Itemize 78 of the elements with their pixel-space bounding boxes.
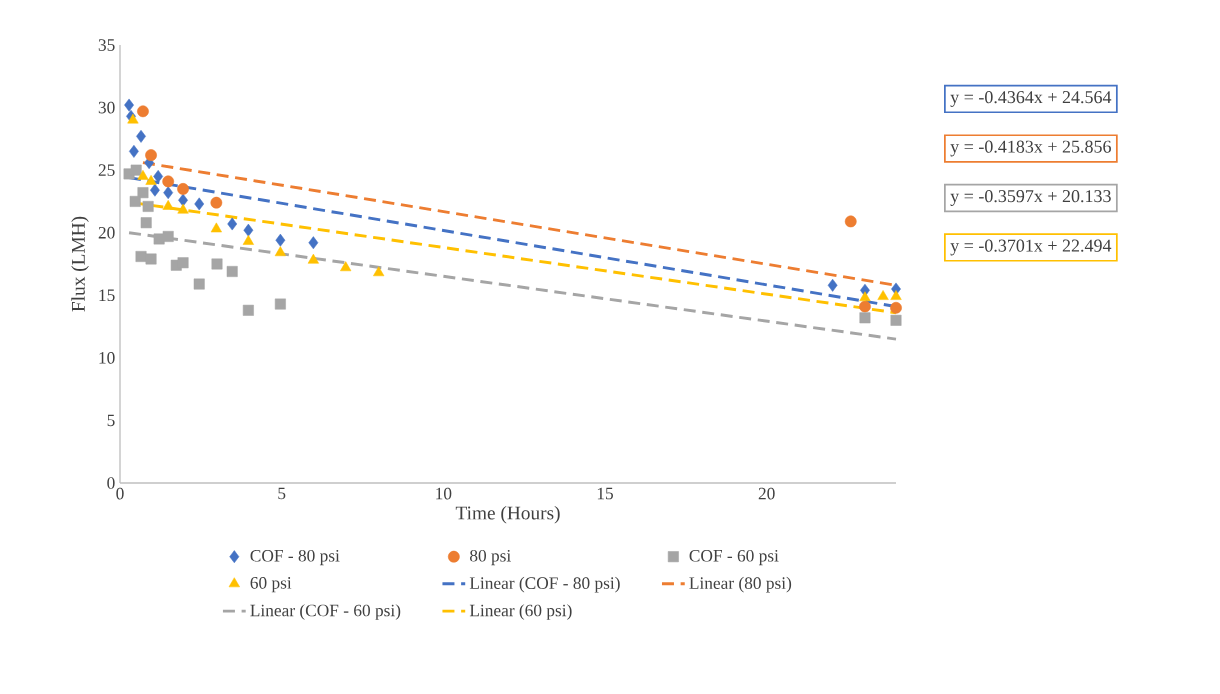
- point: [275, 233, 286, 247]
- legend-label: Linear (COF - 60 psi): [250, 604, 401, 620]
- x-tick-label: 15: [597, 487, 613, 500]
- point: [137, 105, 149, 118]
- x-tick-label: 0: [116, 487, 124, 500]
- text: y = -0.3701x + 22.494: [950, 239, 1112, 256]
- y-tick-label: 15: [99, 289, 115, 302]
- y-tick-label: 30: [98, 101, 115, 114]
- legend-label: Linear (COF - 80 psi): [469, 576, 620, 593]
- point: [140, 217, 152, 229]
- y-tick-label: 0: [107, 477, 115, 489]
- y-tick-label: 5: [107, 414, 115, 427]
- y-tick-label: 35: [98, 39, 115, 51]
- point: [150, 183, 160, 197]
- point: [210, 196, 223, 209]
- legend-label: 60 psi: [250, 577, 292, 593]
- point: [137, 170, 149, 180]
- point: [210, 222, 222, 233]
- point: [137, 187, 149, 199]
- x-axis-title: Time (Hours): [455, 505, 560, 524]
- point: [162, 200, 174, 210]
- point: [129, 195, 141, 207]
- point: [226, 266, 238, 277]
- legend-label: 80 psi: [470, 549, 511, 566]
- y-tick-label: 20: [98, 226, 115, 239]
- point: [308, 236, 319, 250]
- point: [162, 175, 175, 188]
- point: [274, 298, 286, 310]
- point: [177, 183, 189, 195]
- x-tick-label: 20: [758, 487, 775, 500]
- point: [243, 223, 254, 237]
- point: [211, 258, 223, 270]
- point: [153, 170, 164, 183]
- point: [242, 304, 254, 316]
- legend-label: Linear (80 psi): [689, 576, 792, 593]
- point: [340, 261, 352, 272]
- point: [373, 266, 385, 277]
- point: [162, 231, 174, 242]
- point: [307, 253, 319, 264]
- point: [130, 164, 142, 176]
- y-axis-title: Flux (LMH): [71, 216, 89, 312]
- text: y = -0.3597x + 20.133: [950, 190, 1111, 206]
- x-tick-label: 5: [278, 487, 286, 500]
- point: [827, 278, 838, 292]
- point: [890, 314, 902, 326]
- text: y = -0.4364x + 24.564: [950, 91, 1112, 107]
- point: [178, 193, 188, 207]
- point: [135, 251, 147, 262]
- point: [145, 253, 157, 265]
- point: [274, 246, 286, 257]
- x-tick-label: 10: [436, 487, 452, 500]
- point: [145, 175, 157, 185]
- point: [890, 301, 902, 314]
- y-tick-label: 10: [99, 352, 115, 364]
- legend-label: Linear (60 psi): [469, 604, 572, 620]
- point: [163, 186, 174, 200]
- point: [227, 217, 238, 231]
- point: [177, 203, 189, 214]
- point: [136, 129, 146, 143]
- point: [193, 278, 205, 290]
- point: [127, 113, 139, 124]
- point: [194, 197, 205, 211]
- point: [859, 312, 871, 324]
- point: [242, 235, 254, 245]
- legend-label: COF - 60 psi: [689, 549, 779, 566]
- point: [142, 200, 154, 212]
- point: [859, 291, 871, 302]
- point: [877, 290, 889, 300]
- point: [890, 290, 902, 300]
- point: [124, 98, 134, 112]
- point: [145, 149, 157, 161]
- y-tick-label: 25: [98, 164, 115, 176]
- point: [844, 215, 857, 228]
- point: [129, 144, 139, 158]
- legend-label: COF - 80 psi: [250, 549, 340, 566]
- point: [177, 257, 189, 269]
- text: y = -0.4183x + 25.856: [950, 140, 1111, 157]
- point: [859, 300, 871, 313]
